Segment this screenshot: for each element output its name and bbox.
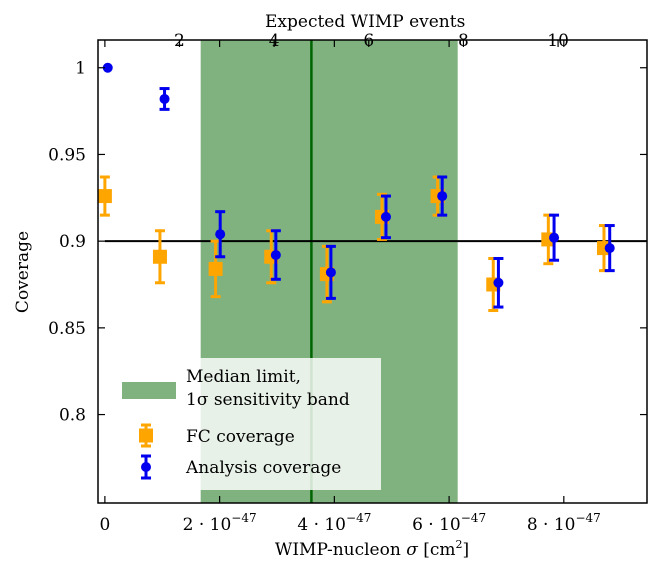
- legend: Median limit, 1σ sensitivity band FC cov…: [106, 358, 381, 490]
- analysis-point-0: [102, 62, 113, 73]
- x-tick-exponent: −47: [461, 511, 486, 525]
- x-tick-exponent: −47: [346, 511, 371, 525]
- marker-circle: [437, 191, 448, 202]
- marker-circle: [215, 229, 226, 240]
- x-tick-label-0: 0: [99, 515, 110, 535]
- x-tick-mantissa: 4 · 10: [297, 515, 346, 535]
- legend-band-label-line1: Median limit,: [186, 367, 301, 387]
- analysis-point-9: [604, 224, 615, 273]
- x-axis-label-prefix: WIMP-nucleon: [275, 540, 406, 560]
- x-tick-exponent: −47: [231, 511, 256, 525]
- y-tick-label-4: 0.8: [59, 406, 86, 426]
- x-tick-mantissa: 8 · 10: [527, 515, 576, 535]
- analysis-point-1: [159, 87, 170, 111]
- series-analysis: [102, 62, 615, 309]
- analysis-point-3: [270, 229, 281, 281]
- x-tick-label-1: 2 · 10−47: [183, 511, 257, 535]
- top-tick-label-4: 10: [547, 31, 569, 51]
- top-tick-label-0: 2: [174, 31, 185, 51]
- legend-fc-marker: [139, 423, 153, 448]
- x-tick-label-4: 8 · 10−47: [527, 511, 601, 535]
- marker-square: [208, 261, 223, 276]
- legend-analysis-label: Analysis coverage: [185, 458, 341, 478]
- analysis-point-5: [380, 194, 391, 240]
- plot-frame: [97, 39, 648, 504]
- legend-band-sigma: 1σ: [186, 390, 209, 410]
- fc-point-1: [152, 229, 167, 285]
- marker-circle: [325, 267, 336, 278]
- fc-point-0: [98, 175, 112, 217]
- legend-fc-label: FC coverage: [186, 427, 295, 447]
- x-axis-label-unit-close: ]: [463, 540, 470, 560]
- marker-square: [152, 249, 167, 264]
- marker-circle: [270, 250, 281, 261]
- legend-analysis-marker: [141, 454, 151, 480]
- analysis-point-8: [549, 213, 560, 262]
- top-axis-label: Expected WIMP events: [265, 12, 465, 32]
- legend-band-label-line2: 1σ sensitivity band: [186, 390, 350, 410]
- marker-square: [98, 189, 112, 204]
- y-tick-label-3: 0.85: [48, 319, 86, 339]
- x-tick-mantissa: 0: [99, 515, 110, 535]
- x-axis-label-sigma: σ: [406, 540, 418, 560]
- legend-band-swatch: [122, 382, 176, 399]
- marker-circle: [159, 93, 170, 104]
- y-tick-label-0: 1: [75, 59, 86, 79]
- marker-circle: [604, 243, 615, 254]
- x-tick-label-3: 6 · 10−47: [412, 511, 486, 535]
- x-axis-label: WIMP-nucleon σ [cm2]: [275, 538, 469, 560]
- x-axis-label-unit: [cm: [418, 540, 456, 560]
- x-tick-exponent: −47: [575, 511, 600, 525]
- analysis-point-7: [493, 256, 504, 309]
- top-tick-label-3: 8: [458, 31, 469, 51]
- marker-circle: [493, 277, 504, 288]
- series-layer: [98, 62, 615, 313]
- y-axis-label: Coverage: [13, 231, 33, 313]
- top-tick-label-1: 4: [269, 31, 280, 51]
- marker-circle: [102, 62, 113, 73]
- x-tick-label-2: 4 · 10−47: [297, 511, 371, 535]
- marker-circle: [549, 232, 560, 243]
- legend-box: [106, 358, 381, 490]
- analysis-point-4: [325, 244, 336, 300]
- y-tick-label-2: 0.9: [59, 232, 86, 252]
- analysis-point-2: [215, 210, 226, 259]
- y-tick-label-1: 0.95: [48, 145, 86, 165]
- top-tick-label-2: 6: [363, 31, 374, 51]
- legend-band-rest: sensitivity band: [208, 390, 349, 410]
- marker-circle: [380, 211, 391, 222]
- x-tick-mantissa: 2 · 10: [183, 515, 232, 535]
- x-tick-mantissa: 6 · 10: [412, 515, 461, 535]
- x-axis-label-unit-exp: 2: [456, 538, 463, 551]
- analysis-point-6: [437, 175, 448, 217]
